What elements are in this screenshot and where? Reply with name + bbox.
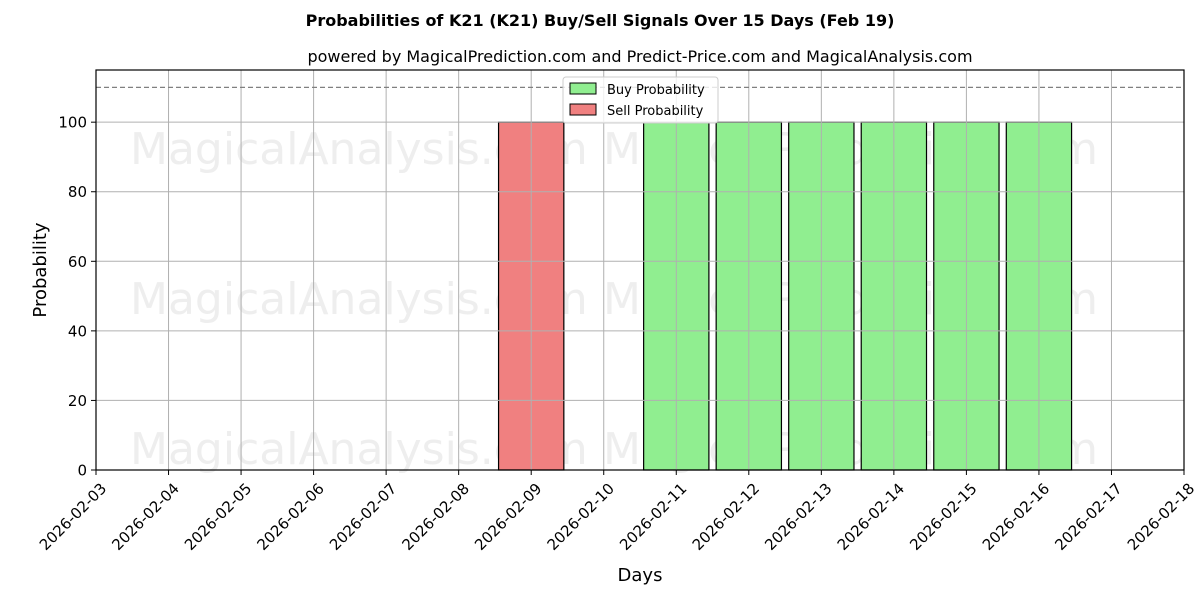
- legend: Buy Probability Sell Probability: [562, 76, 719, 124]
- chart-title: Probabilities of K21 (K21) Buy/Sell Sign…: [306, 11, 895, 30]
- x-tick-label: 2026-02-16: [979, 480, 1053, 554]
- x-tick-label: 2026-02-17: [1051, 480, 1125, 554]
- legend-buy-label: Buy Probability: [607, 83, 705, 98]
- x-tick-label: 2026-02-04: [108, 480, 182, 554]
- legend-sell-label: Sell Probability: [607, 104, 704, 119]
- plot-frame: [95, 69, 1185, 471]
- x-tick-label: 2026-02-05: [181, 480, 255, 554]
- x-tick-label: 2026-02-18: [1124, 480, 1198, 554]
- y-tick-label: 100: [58, 114, 87, 132]
- x-axis-label: Days: [618, 565, 663, 586]
- x-tick-label: 2026-02-13: [761, 480, 835, 554]
- y-axis-ticks: 0 20 40 60 80 100: [58, 114, 96, 480]
- legend-sell-swatch: [569, 103, 597, 116]
- y-tick-label: 0: [77, 462, 87, 480]
- x-tick-label: 2026-02-15: [906, 480, 980, 554]
- x-tick-label: 2026-02-09: [471, 480, 545, 554]
- x-tick-label: 2026-02-08: [399, 480, 473, 554]
- x-axis-ticks: 2026-02-032026-02-042026-02-052026-02-06…: [36, 470, 1198, 554]
- x-tick-label: 2026-02-10: [544, 480, 618, 554]
- chart-subtitle: powered by MagicalPrediction.com and Pre…: [307, 47, 972, 66]
- x-tick-label: 2026-02-03: [36, 480, 110, 554]
- x-tick-label: 2026-02-06: [253, 480, 327, 554]
- x-tick-label: 2026-02-14: [834, 480, 908, 554]
- legend-buy-swatch: [569, 82, 597, 95]
- y-tick-label: 40: [68, 322, 87, 340]
- y-tick-label: 80: [68, 183, 87, 201]
- y-axis-label: Probability: [30, 222, 51, 317]
- x-tick-label: 2026-02-11: [616, 480, 690, 554]
- x-tick-label: 2026-02-12: [689, 480, 763, 554]
- y-tick-label: 60: [68, 253, 87, 271]
- legend-box: [562, 76, 719, 124]
- y-tick-label: 20: [68, 392, 87, 410]
- x-tick-label: 2026-02-07: [326, 480, 400, 554]
